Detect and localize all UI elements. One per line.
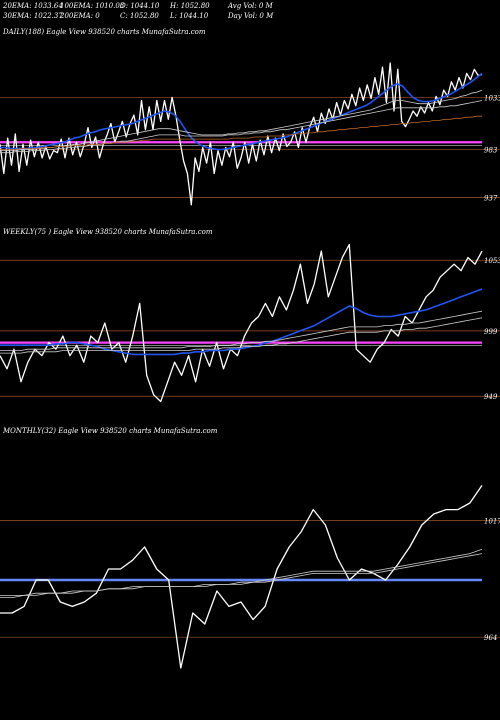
header-low: L: 1044.10 xyxy=(170,12,209,20)
daily-price-line xyxy=(0,62,483,206)
monthly-price-line xyxy=(0,485,483,669)
weekly-chart: 1053 999 949 xyxy=(0,243,500,403)
header-ema30: 30EMA: 1022.37 xyxy=(3,12,63,20)
daily-ema-brown-line xyxy=(0,115,482,150)
weekly-tick-label: 1053 xyxy=(484,257,500,265)
daily-ema-slow-2-line xyxy=(0,100,483,154)
weekly-price-line xyxy=(0,243,483,403)
weekly-ema-slow-2-line xyxy=(0,317,483,354)
daily-chart: 1033 983 937 xyxy=(0,62,500,206)
header-ema20: 20EMA: 1033.64 xyxy=(3,2,63,10)
daily-ema-slow-1-line xyxy=(0,89,483,152)
daily-tick-label: 1033 xyxy=(484,94,500,102)
header-day-vol: Day Vol: 0 M xyxy=(228,12,274,20)
daily-tick-label: 937 xyxy=(484,194,498,202)
monthly-ema-slow-1-line xyxy=(0,548,483,598)
header-open: O: 1044.10 xyxy=(120,2,160,10)
header-high: H: 1052.80 xyxy=(170,2,210,10)
daily-ema-fast-line xyxy=(0,72,483,151)
header-avg-vol: Avg Vol: 0 M xyxy=(228,2,273,10)
header-ema200: 200EMA: 0 xyxy=(60,12,100,20)
monthly-tick-label: 1017 xyxy=(484,518,500,526)
monthly-ema-slow-2-line xyxy=(0,553,483,596)
monthly-panel-label: MONTHLY(32) Eagle View 938520 charts Mun… xyxy=(3,427,218,435)
weekly-ema-fast-line xyxy=(0,288,483,356)
daily-tick-label: 983 xyxy=(484,147,498,155)
monthly-chart: 1017 964 xyxy=(0,485,500,669)
weekly-panel-label: WEEKLY(75 ) Eagle View 938520 charts Mun… xyxy=(3,228,213,236)
weekly-tick-label: 949 xyxy=(484,393,498,401)
daily-panel-label: DAILY(188) Eagle View 938520 charts Muna… xyxy=(3,28,206,36)
weekly-tick-label: 999 xyxy=(484,328,498,336)
header-ema100: 100EMA: 1010.03 xyxy=(60,2,125,10)
header-close: C: 1052.80 xyxy=(120,12,159,20)
weekly-ema-slow-1-line xyxy=(0,310,483,351)
monthly-tick-label: 964 xyxy=(484,634,497,642)
